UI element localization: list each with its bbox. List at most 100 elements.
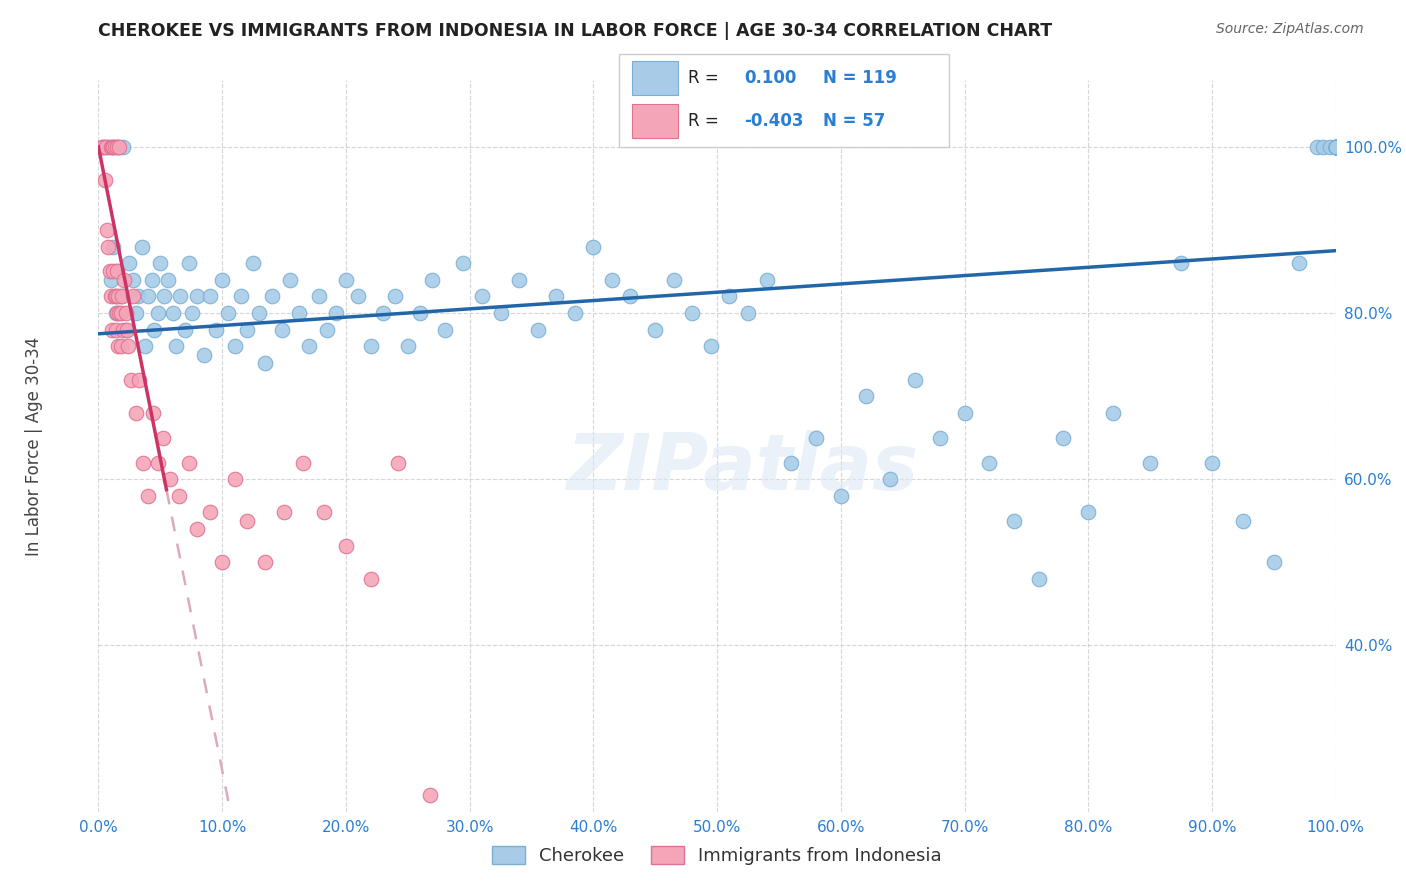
Point [1324,140,1347,154]
Point [198,506,221,520]
Point [681,306,703,320]
Point [211,273,233,287]
Point [1324,140,1347,154]
Point [1324,140,1347,154]
Point [112,140,135,154]
Point [186,522,208,536]
Point [127,289,149,303]
Point [288,306,311,320]
Point [101,140,124,154]
Text: ZIPatlas: ZIPatlas [565,430,918,506]
Point [1324,140,1347,154]
Point [644,323,666,337]
Point [718,289,741,303]
Point [146,306,169,320]
Point [1002,514,1025,528]
Point [198,289,221,303]
Point [546,289,568,303]
Point [142,406,165,420]
Point [111,289,134,303]
Point [114,306,136,320]
Point [1306,140,1329,154]
Point [254,356,277,370]
Point [1324,140,1347,154]
Point [316,323,339,337]
Point [229,289,252,303]
FancyBboxPatch shape [631,104,678,138]
Point [108,306,131,320]
Point [124,406,146,420]
Point [804,431,827,445]
Point [928,431,950,445]
Point [103,239,125,253]
Point [526,323,548,337]
Point [105,140,128,154]
Point [1102,406,1125,420]
Point [165,339,187,353]
Point [162,306,184,320]
Point [471,289,494,303]
Point [136,289,159,303]
Point [247,306,270,320]
Point [489,306,512,320]
Point [780,456,803,470]
Point [409,306,432,320]
Point [270,323,292,337]
Point [308,289,330,303]
Point [122,289,145,303]
Point [325,306,347,320]
Point [105,264,128,278]
Point [582,239,605,253]
Point [360,339,382,353]
Point [600,273,623,287]
Point [112,273,135,287]
Point [100,289,122,303]
Point [387,456,409,470]
Point [1077,506,1099,520]
Point [242,256,264,270]
Point [174,323,197,337]
Point [508,273,530,287]
Text: R =: R = [688,69,718,87]
Point [1232,514,1254,528]
Point [108,140,131,154]
Point [619,289,641,303]
Text: N = 119: N = 119 [824,69,897,87]
Point [153,289,176,303]
Legend: Cherokee, Immigrants from Indonesia: Cherokee, Immigrants from Indonesia [485,838,949,872]
Point [1263,555,1285,569]
Point [132,456,155,470]
Point [1324,140,1347,154]
Point [1324,140,1347,154]
Text: R =: R = [688,112,718,130]
Point [433,323,456,337]
Point [181,306,204,320]
Point [360,572,382,586]
Point [1319,140,1341,154]
Point [115,323,138,337]
Point [236,514,259,528]
Point [193,348,215,362]
Text: CHEROKEE VS IMMIGRANTS FROM INDONESIA IN LABOR FORCE | AGE 30-34 CORRELATION CHA: CHEROKEE VS IMMIGRANTS FROM INDONESIA IN… [98,22,1053,40]
Point [205,323,228,337]
Point [422,273,444,287]
Point [904,372,927,386]
Text: 0.100: 0.100 [744,69,797,87]
Point [110,306,132,320]
Point [110,289,132,303]
Point [105,306,128,320]
Point [149,256,172,270]
Point [152,431,174,445]
Point [347,289,370,303]
Point [100,273,122,287]
Point [177,256,200,270]
Text: N = 57: N = 57 [824,112,886,130]
Point [97,140,120,154]
Point [131,239,153,253]
Point [564,306,586,320]
Point [134,339,156,353]
Point [236,323,259,337]
Point [291,456,314,470]
Point [107,339,129,353]
Point [94,140,117,154]
